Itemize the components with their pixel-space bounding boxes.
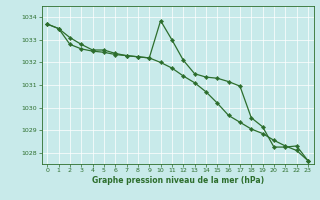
X-axis label: Graphe pression niveau de la mer (hPa): Graphe pression niveau de la mer (hPa) xyxy=(92,176,264,185)
